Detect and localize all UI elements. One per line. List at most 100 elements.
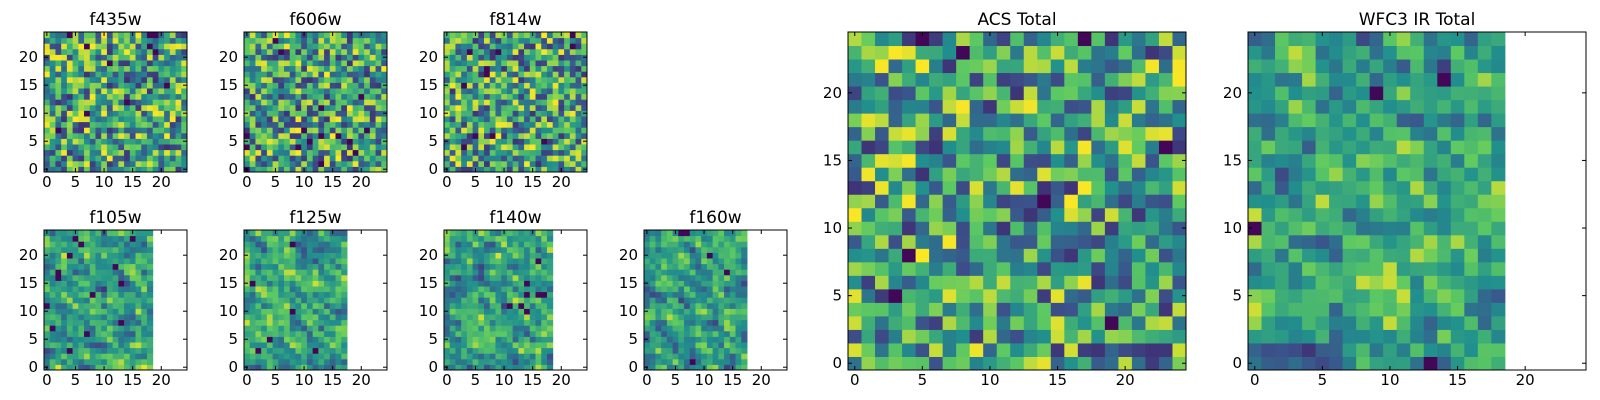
heatmap-cell [1248,221,1263,236]
heatmap-cell [1010,126,1025,141]
heatmap-cell [484,144,491,151]
heatmap-cell [272,88,279,95]
heatmap-cell [644,314,651,321]
heatmap-cell [324,160,331,167]
heatmap-cell [1077,72,1092,87]
heatmap-cell [472,241,479,248]
heatmap-cell [261,88,268,95]
heatmap-cell [472,110,479,117]
heatmap-cell [706,269,714,276]
heatmap-cell [1172,234,1187,249]
heatmap-cell [284,138,291,145]
heatmap-cell [455,54,462,61]
heatmap-cell [181,132,188,139]
heatmap-cell [1077,315,1092,330]
heatmap-cell [1118,221,1133,236]
heatmap-cell [181,37,188,44]
heatmap-cell [101,76,108,83]
heatmap-cell [449,308,456,315]
heatmap-cell [1491,248,1506,263]
heatmap-cell [129,291,137,298]
heatmap-cell [581,99,588,106]
heatmap-cell [461,93,468,100]
heatmap-cell [255,99,262,106]
heatmap-cell [95,144,102,151]
heatmap-cell [324,286,331,293]
heatmap-cell [146,314,154,321]
heatmap-cell [529,269,537,276]
heatmap-cell [335,286,342,293]
heatmap-cell [352,43,359,50]
heatmap-cell [284,291,291,298]
heatmap-cell [169,149,177,156]
heatmap-cell [101,336,108,343]
heatmap-cell [1037,342,1052,357]
heatmap-cell [364,132,371,139]
heatmap-cell [124,88,131,95]
heatmap-cell [329,110,337,117]
heatmap-cell [101,121,108,128]
heatmap-cell [484,54,491,61]
heatmap-cell [255,342,262,349]
heatmap-cell [1261,153,1276,168]
heatmap-cell [1248,207,1263,222]
heatmap-cell [558,144,565,151]
heatmap-cell [1077,180,1092,195]
heatmap-cell [1118,302,1133,317]
heatmap-cell [1118,248,1133,263]
heatmap-cell [1437,113,1452,128]
heatmap-cell [266,116,274,123]
heatmap-cell [1477,99,1492,114]
heatmap-cell [101,342,108,349]
heatmap-cell [1464,99,1479,114]
heatmap-cell [1383,356,1398,371]
heatmap-cell [89,138,96,145]
heatmap-cell [501,358,508,365]
heatmap-cell [1010,167,1025,182]
heatmap-cell [255,325,262,332]
heatmap-cell [1064,356,1079,371]
heatmap-cell [1131,261,1146,276]
heatmap-cell [1275,248,1290,263]
heatmap-cell [495,269,502,276]
heatmap-cell [969,99,984,114]
heatmap-cell [449,149,456,156]
heatmap-cell [61,252,68,259]
heatmap-cell [369,54,377,61]
heatmap-cell [289,286,296,293]
heatmap-cell [301,336,308,343]
heatmap-cell [358,82,365,89]
heatmap-cell [112,121,119,128]
heatmap-cell [902,194,917,209]
heatmap-cell [329,280,337,287]
heatmap-cell [129,252,137,259]
heatmap-cell [95,358,102,365]
heatmap-cell [1342,153,1357,168]
heatmap-cell [141,336,148,343]
heatmap-cell [101,93,108,100]
heatmap-cell [512,258,519,265]
heatmap-cell [95,330,102,337]
heatmap-cell [306,149,314,156]
heatmap-cell [666,274,674,281]
heatmap-cell [581,116,588,123]
heatmap-cell [289,110,296,117]
heatmap-cell [461,347,468,354]
heatmap-cell [1410,315,1425,330]
heatmap-cell [141,37,148,44]
heatmap-cell [175,88,182,95]
heatmap-cell [535,37,542,44]
heatmap-cell [1450,113,1465,128]
heatmap-cell [558,65,565,72]
heatmap-cell [106,82,114,89]
heatmap-cell [129,314,137,321]
heatmap-cell [49,230,56,237]
heatmap-cell [575,110,582,117]
heatmap-cell [1023,302,1038,317]
heatmap-cell [518,127,525,134]
heatmap-cell [1172,221,1187,236]
heatmap-cell [284,364,291,371]
heatmap-cell [72,280,79,287]
heatmap-cell [346,54,354,61]
heatmap-cell [306,121,314,128]
